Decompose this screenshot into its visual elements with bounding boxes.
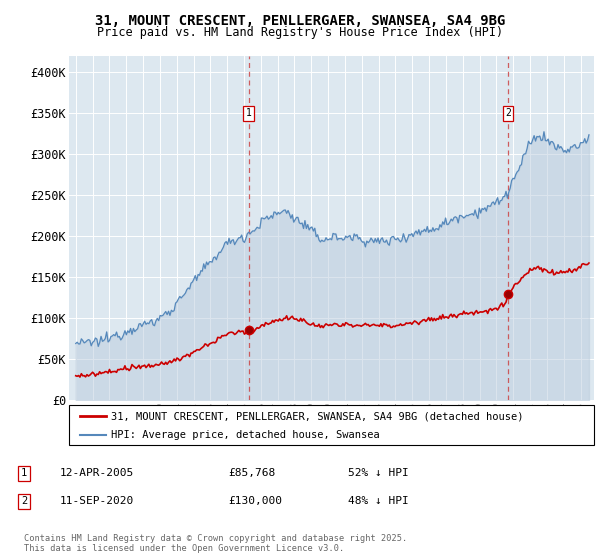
Text: 1: 1 — [21, 468, 27, 478]
Text: Price paid vs. HM Land Registry's House Price Index (HPI): Price paid vs. HM Land Registry's House … — [97, 26, 503, 39]
Text: 31, MOUNT CRESCENT, PENLLERGAER, SWANSEA, SA4 9BG: 31, MOUNT CRESCENT, PENLLERGAER, SWANSEA… — [95, 14, 505, 28]
Text: 48% ↓ HPI: 48% ↓ HPI — [348, 496, 409, 506]
Text: 2: 2 — [505, 109, 511, 118]
Text: 52% ↓ HPI: 52% ↓ HPI — [348, 468, 409, 478]
Text: 2: 2 — [21, 496, 27, 506]
FancyBboxPatch shape — [69, 405, 594, 445]
Text: 12-APR-2005: 12-APR-2005 — [60, 468, 134, 478]
Text: 1: 1 — [246, 109, 251, 118]
Text: £130,000: £130,000 — [228, 496, 282, 506]
Text: £85,768: £85,768 — [228, 468, 275, 478]
Text: Contains HM Land Registry data © Crown copyright and database right 2025.
This d: Contains HM Land Registry data © Crown c… — [24, 534, 407, 553]
Text: HPI: Average price, detached house, Swansea: HPI: Average price, detached house, Swan… — [111, 430, 380, 440]
Text: 11-SEP-2020: 11-SEP-2020 — [60, 496, 134, 506]
Text: 31, MOUNT CRESCENT, PENLLERGAER, SWANSEA, SA4 9BG (detached house): 31, MOUNT CRESCENT, PENLLERGAER, SWANSEA… — [111, 411, 523, 421]
